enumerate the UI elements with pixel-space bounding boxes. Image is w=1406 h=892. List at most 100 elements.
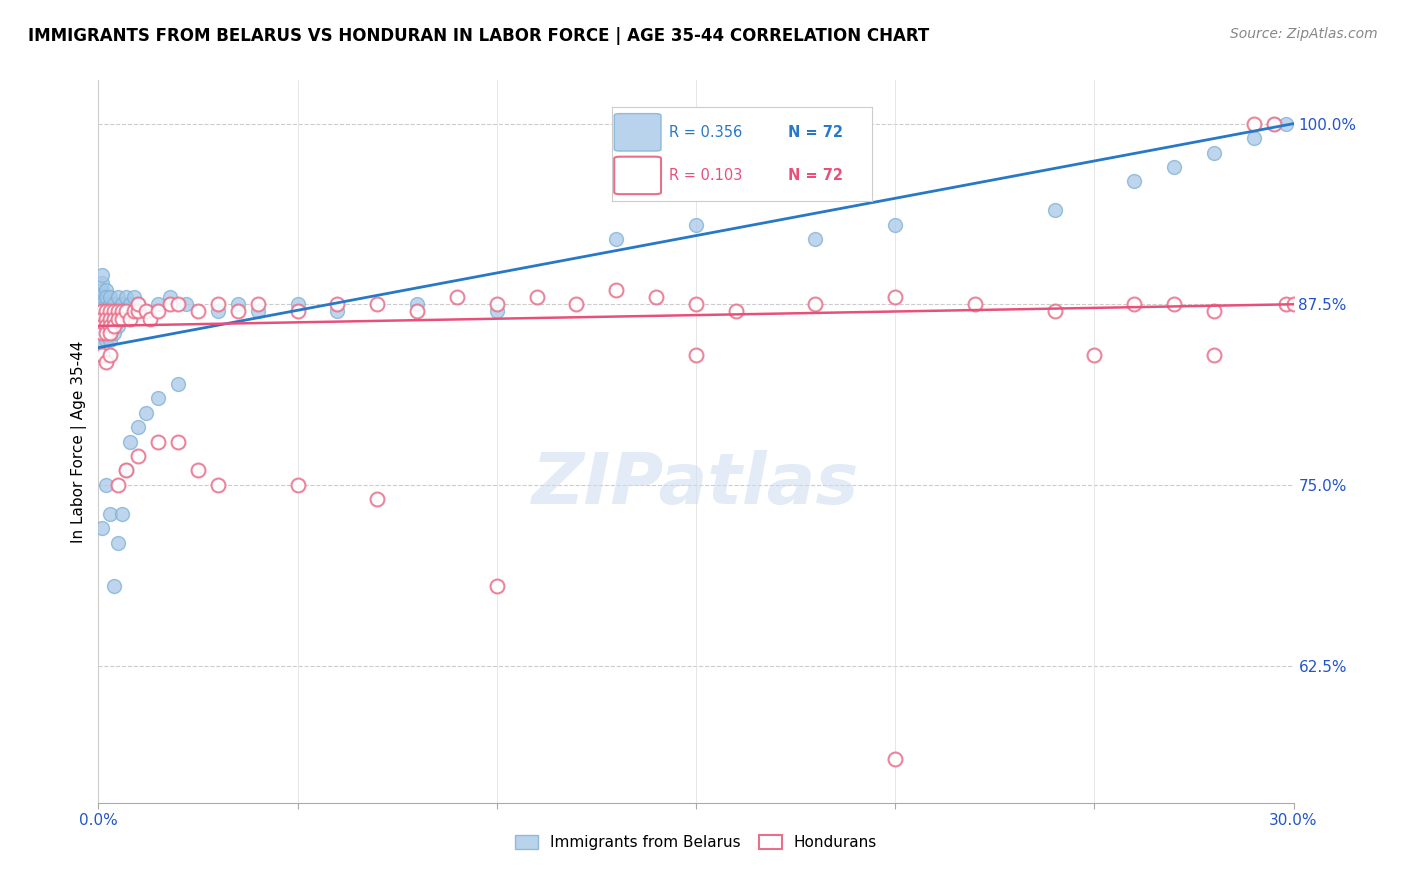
Point: [115, 463, 138, 477]
Point: [366, 492, 388, 507]
Point: [124, 304, 146, 318]
Point: [1243, 131, 1265, 145]
Point: [115, 290, 138, 304]
Point: [96, 326, 118, 341]
Point: [167, 376, 190, 391]
Point: [1123, 297, 1146, 311]
Point: [103, 304, 125, 318]
Point: [135, 406, 157, 420]
Point: [107, 304, 129, 318]
Point: [124, 290, 146, 304]
Point: [246, 297, 269, 311]
Point: [187, 304, 209, 318]
Point: [446, 290, 468, 304]
Point: [96, 311, 118, 326]
Legend: Immigrants from Belarus, Hondurans: Immigrants from Belarus, Hondurans: [509, 830, 883, 856]
Point: [645, 290, 668, 304]
Point: [326, 304, 349, 318]
Point: [103, 304, 125, 318]
Point: [91, 326, 114, 341]
Point: [96, 290, 118, 304]
Point: [159, 297, 181, 311]
Text: N = 72: N = 72: [789, 125, 844, 140]
Point: [1043, 304, 1066, 318]
Point: [226, 304, 249, 318]
Point: [96, 326, 118, 341]
Point: [207, 304, 229, 318]
Point: [111, 507, 134, 521]
Point: [107, 318, 129, 333]
Point: [103, 579, 125, 593]
Point: [91, 304, 114, 318]
Point: [98, 348, 122, 362]
Text: R = 0.356: R = 0.356: [669, 125, 742, 140]
Text: R = 0.103: R = 0.103: [669, 168, 742, 183]
Point: [366, 297, 388, 311]
Point: [287, 304, 309, 318]
Point: [685, 348, 707, 362]
Text: Source: ZipAtlas.com: Source: ZipAtlas.com: [1230, 27, 1378, 41]
Point: [148, 391, 170, 405]
Point: [96, 304, 118, 318]
Point: [120, 311, 142, 326]
Point: [207, 478, 229, 492]
Point: [804, 297, 827, 311]
Point: [96, 478, 118, 492]
Point: [115, 304, 138, 318]
Point: [111, 311, 134, 326]
Point: [91, 521, 114, 535]
Point: [526, 290, 548, 304]
Point: [91, 334, 114, 348]
Point: [1243, 117, 1265, 131]
Point: [127, 304, 149, 318]
Point: [148, 434, 170, 449]
Point: [96, 297, 118, 311]
Point: [96, 334, 118, 348]
Point: [1123, 174, 1146, 188]
Point: [605, 232, 627, 246]
Point: [963, 297, 986, 311]
Point: [107, 290, 129, 304]
Text: IMMIGRANTS FROM BELARUS VS HONDURAN IN LABOR FORCE | AGE 35-44 CORRELATION CHART: IMMIGRANTS FROM BELARUS VS HONDURAN IN L…: [28, 27, 929, 45]
Point: [111, 311, 134, 326]
Point: [91, 318, 114, 333]
Point: [148, 304, 170, 318]
Point: [485, 297, 508, 311]
Point: [565, 297, 588, 311]
Point: [406, 297, 429, 311]
Point: [1202, 145, 1225, 160]
Point: [98, 326, 122, 341]
Point: [107, 478, 129, 492]
Point: [1274, 117, 1296, 131]
Point: [287, 478, 309, 492]
Point: [127, 449, 149, 463]
Point: [96, 311, 118, 326]
Point: [127, 297, 149, 311]
Point: [98, 297, 122, 311]
Point: [884, 290, 907, 304]
Point: [96, 318, 118, 333]
Point: [246, 304, 269, 318]
Point: [91, 290, 114, 304]
Point: [135, 304, 157, 318]
Point: [127, 297, 149, 311]
Point: [406, 304, 429, 318]
Point: [91, 304, 114, 318]
Point: [91, 311, 114, 326]
Point: [167, 297, 190, 311]
Point: [98, 311, 122, 326]
Point: [1282, 297, 1305, 311]
Point: [91, 297, 114, 311]
FancyBboxPatch shape: [614, 113, 661, 151]
Point: [98, 318, 122, 333]
Point: [111, 304, 134, 318]
Text: ZIPatlas: ZIPatlas: [533, 450, 859, 519]
Point: [96, 355, 118, 369]
Point: [287, 297, 309, 311]
Point: [167, 434, 190, 449]
Point: [98, 334, 122, 348]
Point: [103, 311, 125, 326]
Point: [724, 304, 747, 318]
Point: [174, 297, 197, 311]
Point: [103, 326, 125, 341]
